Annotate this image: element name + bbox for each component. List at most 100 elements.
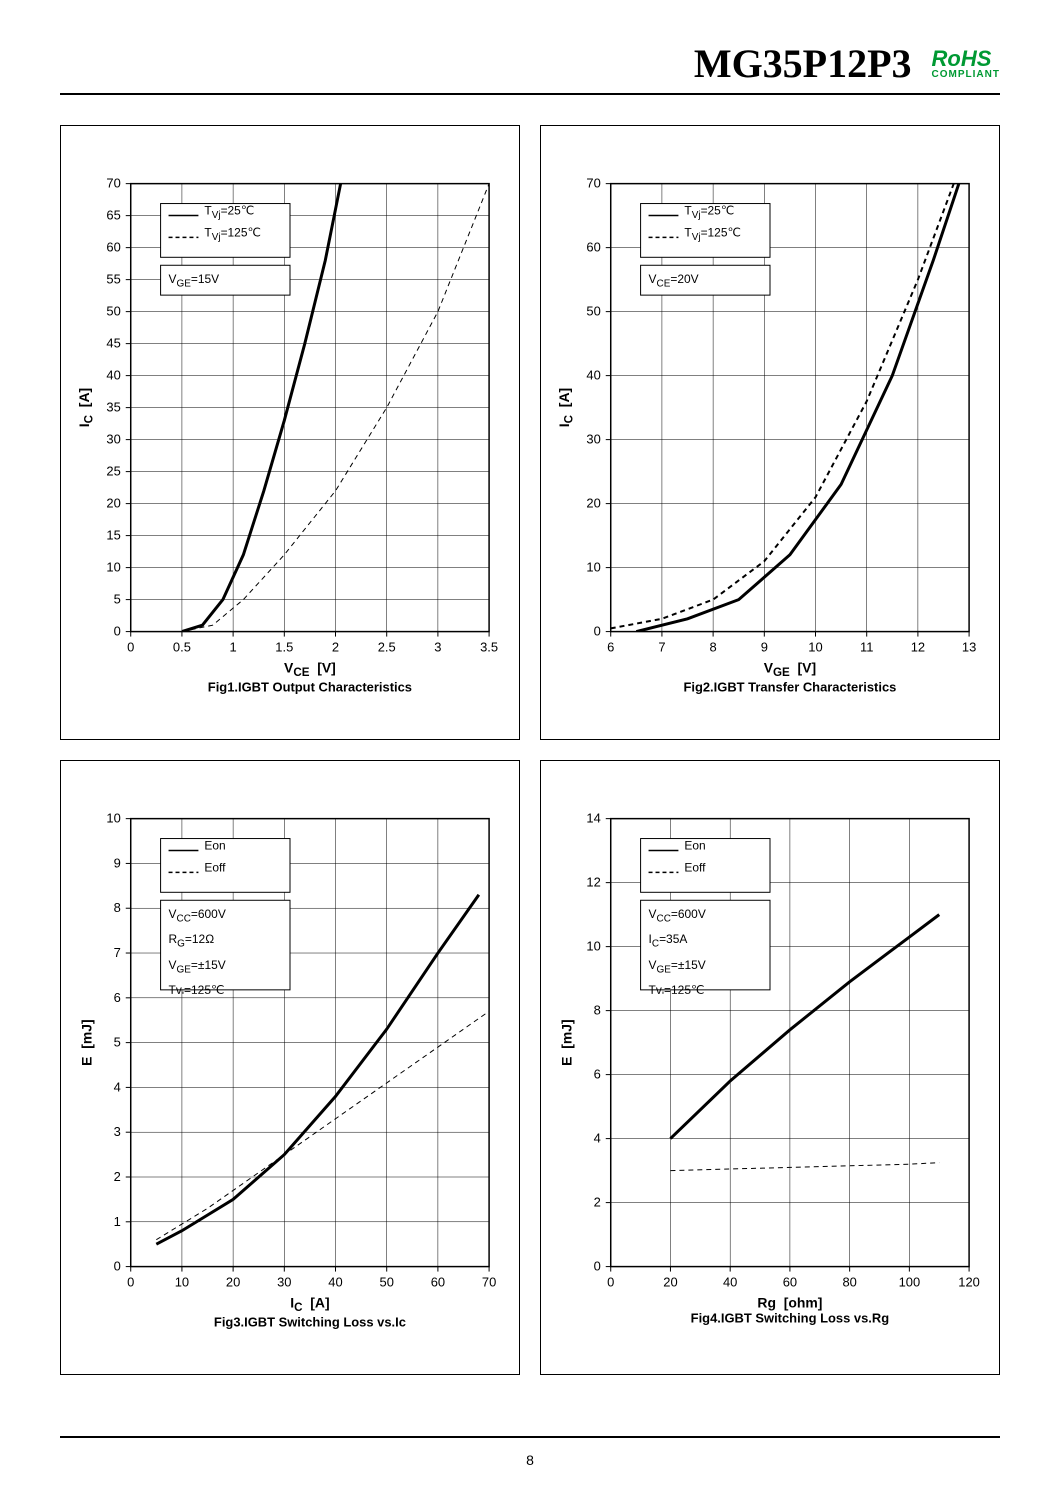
xtick-label: 1: [230, 640, 237, 655]
chart-svg: 00.511.522.533.5051015202530354045505560…: [71, 136, 509, 729]
legend2-label: VCE=20V: [649, 269, 766, 294]
legend1-label: TVj=125℃: [204, 225, 286, 242]
legend1-label: Eon: [684, 839, 766, 853]
legend1-label: Eon: [204, 839, 286, 853]
xtick-label: 3.5: [480, 640, 498, 655]
ytick-label: 10: [106, 811, 120, 826]
ytick-label: 2: [594, 1195, 601, 1210]
chart-svg: 010203040506070012345678910EonEoffVCC=60…: [71, 771, 509, 1364]
ytick-label: 0: [594, 624, 601, 639]
xtick-label: 40: [328, 1275, 342, 1290]
ytick-label: 8: [594, 1003, 601, 1018]
datasheet-page: MG35P12P3 RoHS COMPLIANT 0 0.5 1 1.5 2 2.5 3 3.…: [0, 0, 1060, 1498]
fig1-panel: 00.511.522.533.5051015202530354045505560…: [60, 125, 520, 740]
ytick-label: 30: [106, 432, 120, 447]
ytick-label: 15: [106, 528, 120, 543]
ytick-label: 0: [114, 624, 121, 639]
fig3-panel: 010203040506070012345678910EonEoffVCC=60…: [60, 760, 520, 1375]
ytick-label: 0: [114, 1259, 121, 1274]
xtick-label: 7: [658, 640, 665, 655]
xtick-label: 6: [607, 640, 614, 655]
ytick-label: 35: [106, 400, 120, 415]
rohs-text-top: RoHS: [932, 48, 992, 70]
xtick-label: 0.5: [173, 640, 191, 655]
ytick-label: 40: [586, 368, 600, 383]
ytick-label: 65: [106, 208, 120, 223]
x-axis-label: VGE [V]: [611, 659, 969, 679]
xtick-label: 3: [434, 640, 441, 655]
rohs-text-bottom: COMPLIANT: [932, 70, 1000, 80]
y-axis-label: IC [A]: [556, 388, 576, 427]
legend1-label: Eoff: [684, 860, 766, 874]
x-axis-label: Rg [ohm]: [611, 1294, 969, 1310]
ytick-label: 4: [114, 1079, 121, 1094]
chart-caption: Fig3.IGBT Switching Loss vs.Ic: [131, 1314, 489, 1329]
legend1-label: TVj=25℃: [204, 204, 286, 221]
xtick-label: 13: [962, 640, 976, 655]
ytick-label: 45: [106, 336, 120, 351]
ytick-label: 6: [114, 990, 121, 1005]
legend1-label: TVj=25℃: [684, 204, 766, 221]
ytick-label: 4: [594, 1131, 601, 1146]
ytick-label: 10: [586, 939, 600, 954]
x-axis-label: IC [A]: [131, 1294, 489, 1314]
page-header: MG35P12P3 RoHS COMPLIANT: [60, 40, 1000, 95]
ytick-label: 20: [586, 496, 600, 511]
page-number: 8: [0, 1452, 1060, 1468]
ytick-label: 50: [586, 304, 600, 319]
ytick-label: 14: [586, 811, 600, 826]
xtick-label: 100: [899, 1275, 921, 1290]
footer-rule: [60, 1436, 1000, 1438]
xtick-label: 0: [607, 1275, 614, 1290]
xtick-label: 2: [332, 640, 339, 655]
y-axis-label: E [mJ]: [78, 1019, 94, 1065]
chart-caption: Fig1.IGBT Output Characteristics: [131, 679, 489, 694]
xtick-label: 60: [431, 1275, 445, 1290]
y-axis-label: E [mJ]: [558, 1019, 574, 1065]
legend1-label: Eoff: [204, 860, 286, 874]
ytick-label: 8: [114, 900, 121, 915]
ytick-label: 50: [106, 304, 120, 319]
ytick-label: 25: [106, 464, 120, 479]
legend2-label: VGE=15V: [169, 269, 286, 294]
ytick-label: 40: [106, 368, 120, 383]
xtick-label: 30: [277, 1275, 291, 1290]
ytick-label: 9: [114, 855, 121, 870]
part-number: MG35P12P3: [694, 40, 912, 87]
ytick-label: 12: [586, 875, 600, 890]
xtick-label: 10: [808, 640, 822, 655]
xtick-label: 10: [175, 1275, 189, 1290]
ytick-label: 20: [106, 496, 120, 511]
xtick-label: 11: [860, 640, 873, 655]
ytick-label: 3: [114, 1124, 121, 1139]
series-1: [156, 1011, 489, 1239]
legend1-label: TVj=125℃: [684, 225, 766, 242]
xtick-label: 1.5: [275, 640, 293, 655]
chart-svg: 02040608010012002468101214EonEoffVCC=600…: [551, 771, 989, 1364]
chart-caption: Fig2.IGBT Transfer Characteristics: [611, 679, 969, 694]
ytick-label: 10: [586, 560, 600, 575]
fig4-panel: 02040608010012002468101214EonEoffVCC=600…: [540, 760, 1000, 1375]
ytick-label: 5: [114, 592, 121, 607]
ytick-label: 0: [594, 1259, 601, 1274]
series-1: [670, 1163, 939, 1171]
xtick-label: 20: [663, 1275, 677, 1290]
xtick-label: 40: [723, 1275, 737, 1290]
xtick-label: 50: [380, 1275, 394, 1290]
xtick-label: 20: [226, 1275, 240, 1290]
fig2-panel: 678910111213010203040506070TVj=25℃TVj=12…: [540, 125, 1000, 740]
ytick-label: 6: [594, 1067, 601, 1082]
xtick-label: 2.5: [378, 640, 396, 655]
xtick-label: 9: [761, 640, 768, 655]
ytick-label: 10: [106, 560, 120, 575]
ytick-label: 5: [114, 1035, 121, 1050]
ytick-label: 7: [114, 945, 121, 960]
legend2-label: VCC=600VIC=35AVGE=±15VTvj=125℃: [649, 904, 766, 994]
ytick-label: 2: [114, 1169, 121, 1184]
chart-svg: 678910111213010203040506070TVj=25℃TVj=12…: [551, 136, 989, 729]
ytick-label: 70: [106, 176, 120, 191]
xtick-label: 0: [127, 1275, 134, 1290]
ytick-label: 1: [114, 1214, 121, 1229]
xtick-label: 8: [710, 640, 717, 655]
y-axis-label: IC [A]: [76, 388, 96, 427]
